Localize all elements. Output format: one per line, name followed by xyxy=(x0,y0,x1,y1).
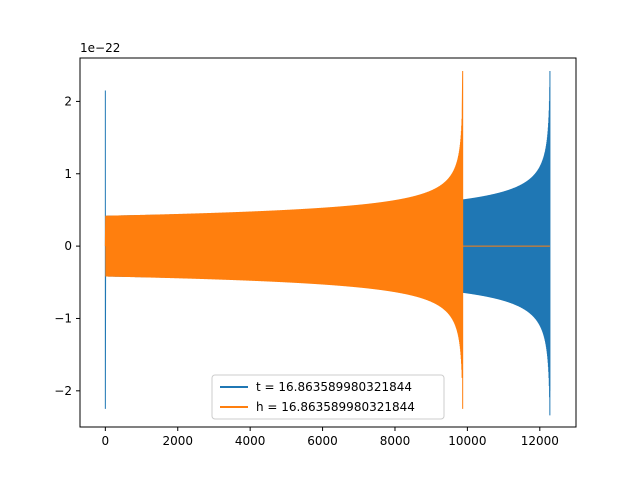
x-tick-label: 10000 xyxy=(448,434,486,448)
y-tick-label: −1 xyxy=(54,311,72,325)
series-line-h xyxy=(104,71,550,409)
x-tick-label: 2000 xyxy=(162,434,193,448)
x-tick-label: 0 xyxy=(102,434,110,448)
x-axis: 0 2000 4000 6000 8000 10000 12000 xyxy=(102,427,559,448)
y-tick-label: 1 xyxy=(64,167,72,181)
legend-label-series-t: t = 16.863589980321844 xyxy=(256,380,412,394)
legend-box xyxy=(211,374,445,420)
y-offset-label: 1e−22 xyxy=(80,41,120,55)
x-tick-label: 6000 xyxy=(307,434,338,448)
x-tick-label: 4000 xyxy=(235,434,266,448)
legend: t = 16.863589980321844 h = 16.8635899803… xyxy=(211,374,445,420)
x-tick-label: 12000 xyxy=(521,434,559,448)
legend-label-series-h: h = 16.863589980321844 xyxy=(256,400,415,414)
y-tick-label: −2 xyxy=(54,384,72,398)
plot-area xyxy=(104,71,551,416)
x-tick-label: 8000 xyxy=(380,434,411,448)
y-tick-label: 0 xyxy=(64,239,72,253)
y-tick-label: 2 xyxy=(64,94,72,108)
y-axis: −2 −1 0 1 2 xyxy=(54,94,80,398)
axes-frame xyxy=(79,57,577,428)
